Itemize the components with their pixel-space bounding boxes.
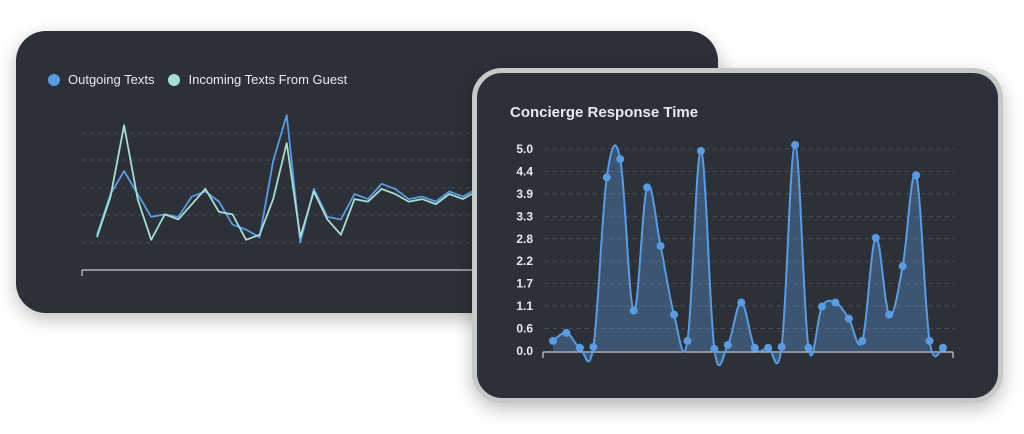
response-time-point[interactable] — [791, 140, 800, 149]
legend-label-incoming: Incoming Texts From Guest — [188, 72, 348, 87]
response-time-point[interactable] — [562, 328, 571, 337]
response-time-point[interactable] — [696, 147, 705, 156]
chart-legend: Outgoing Texts Incoming Texts From Guest — [48, 72, 353, 87]
series-line-incoming-texts — [96, 124, 491, 241]
response-time-point[interactable] — [885, 310, 894, 319]
response-time-point[interactable] — [912, 171, 921, 180]
response-time-point[interactable] — [723, 340, 732, 349]
series-line-outgoing-texts — [96, 114, 491, 244]
response-time-point[interactable] — [683, 336, 692, 345]
response-time-area — [553, 144, 943, 366]
response-time-point[interactable] — [804, 343, 813, 352]
response-time-point[interactable] — [643, 183, 652, 192]
back-gridlines — [82, 132, 480, 244]
y-tick-label: 0.6 — [516, 322, 533, 336]
response-time-point[interactable] — [817, 302, 826, 311]
legend-item-incoming[interactable]: Incoming Texts From Guest — [168, 72, 347, 87]
legend-dot-incoming — [168, 73, 181, 86]
response-time-point[interactable] — [710, 344, 719, 353]
y-tick-label: 2.8 — [516, 232, 533, 246]
y-tick-label: 1.7 — [516, 277, 533, 291]
legend-dot-outgoing — [48, 73, 60, 86]
response-time-point[interactable] — [939, 343, 947, 352]
response-time-point[interactable] — [602, 173, 611, 182]
response-time-point[interactable] — [589, 342, 598, 351]
response-time-point[interactable] — [858, 336, 867, 345]
response-time-point[interactable] — [844, 314, 853, 323]
y-tick-label: 4.4 — [516, 164, 533, 178]
y-tick-label: 0.0 — [516, 344, 533, 358]
y-tick-label: 2.2 — [516, 254, 533, 268]
response-time-point[interactable] — [750, 343, 759, 352]
response-time-point[interactable] — [925, 336, 934, 345]
y-tick-label: 1.1 — [516, 299, 533, 313]
y-tick-label: 5.0 — [516, 142, 533, 156]
response-time-point[interactable] — [831, 298, 840, 307]
response-time-point[interactable] — [777, 342, 786, 351]
response-time-point[interactable] — [871, 233, 880, 242]
response-time-point[interactable] — [616, 155, 625, 164]
response-time-point[interactable] — [670, 310, 679, 319]
response-time-point[interactable] — [629, 306, 638, 315]
response-time-point[interactable] — [549, 336, 557, 345]
y-tick-label: 3.3 — [516, 209, 533, 223]
front-chart-title: Concierge Response Time — [510, 104, 699, 121]
response-time-point[interactable] — [575, 343, 584, 352]
response-time-point[interactable] — [656, 241, 665, 250]
response-time-point[interactable] — [764, 343, 773, 352]
concierge-response-time-card — [472, 68, 1003, 403]
y-tick-label: 3.9 — [516, 187, 533, 201]
legend-label-outgoing: Outgoing Texts — [68, 72, 155, 87]
legend-item-outgoing[interactable]: Outgoing Texts — [48, 72, 154, 87]
response-time-point[interactable] — [737, 298, 746, 307]
response-time-point[interactable] — [898, 262, 907, 271]
